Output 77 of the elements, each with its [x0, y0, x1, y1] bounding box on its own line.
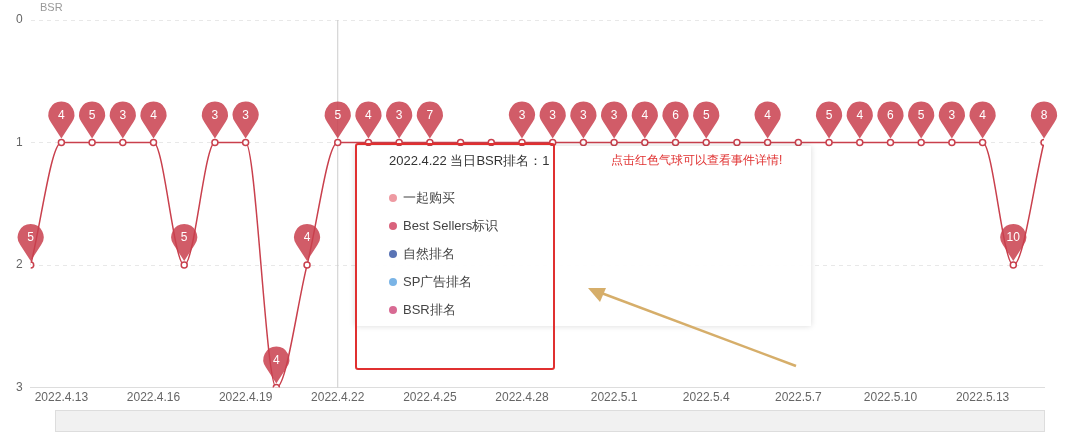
x-tick-label: 2022.5.4	[682, 390, 730, 405]
x-tick-label: 2022.5.1	[590, 390, 638, 405]
point	[579, 138, 588, 147]
annotation: 4	[856, 107, 864, 122]
annotation: 6	[672, 107, 680, 122]
point	[241, 138, 250, 147]
x-tick-label: 2022.5.10	[863, 390, 918, 405]
point	[702, 138, 710, 147]
annotation: 7	[426, 107, 434, 122]
point	[303, 261, 311, 269]
y-tick-label: 3	[15, 379, 23, 394]
y-tick-label: 2	[15, 257, 23, 272]
annotation: 点击红色气球可以查看事件详情!	[611, 152, 783, 169]
annotation: Best Sellers标识	[403, 217, 499, 235]
point	[856, 138, 864, 147]
point	[88, 138, 96, 147]
annotation: 4	[365, 107, 373, 122]
annotation: 3	[610, 107, 618, 122]
annotation: 4	[303, 230, 311, 245]
annotation: 2022.4.22 当日BSR排名：1	[389, 152, 550, 170]
point	[794, 138, 803, 147]
annotation: 5	[825, 107, 833, 122]
x-tick-label: 2022.4.25	[403, 390, 457, 405]
annotation: 3	[242, 107, 250, 122]
annotation: 5	[702, 107, 710, 122]
annotation: 8	[1040, 107, 1048, 122]
annotation: 10	[1006, 230, 1021, 245]
annotation: 3	[119, 107, 127, 122]
annotation: 5	[917, 107, 925, 122]
x-tick-label: 2022.4.13	[34, 390, 89, 405]
x-tick-label: 2022.4.28	[495, 390, 549, 405]
annotation: 3	[518, 107, 526, 122]
point	[149, 138, 158, 147]
point	[825, 138, 833, 147]
annotation: 6	[887, 107, 895, 122]
point	[886, 138, 895, 147]
point	[671, 138, 680, 147]
annotation: BSR排名	[403, 301, 456, 319]
annotation: 自然排名	[403, 245, 455, 263]
annotation: 3	[580, 107, 588, 122]
point	[978, 138, 987, 147]
annotation: 3	[395, 107, 403, 122]
x-tick-label: 2022.5.13	[955, 390, 1010, 405]
x-tick-label: 2022.4.22	[311, 390, 365, 405]
point	[180, 261, 188, 269]
y-tick-label: 1	[15, 134, 23, 149]
annotation: 5	[334, 107, 342, 122]
annotation: 4	[979, 107, 987, 122]
point	[763, 138, 772, 147]
annotation: 4	[641, 107, 649, 122]
annotation: 5	[27, 230, 35, 245]
point	[641, 138, 649, 147]
annotation: 3	[948, 107, 956, 122]
point	[1009, 261, 1018, 269]
annotation: 4	[150, 107, 158, 122]
annotation: 4	[764, 107, 772, 122]
point	[948, 138, 956, 147]
annotation: SP广告排名	[403, 273, 473, 291]
y-tick-label: 0	[15, 12, 23, 27]
annotation: 5	[180, 230, 188, 245]
x-tick-label: 2022.4.16	[126, 390, 181, 405]
annotation: 3	[549, 107, 557, 122]
annotation: 3	[211, 107, 219, 122]
point	[610, 138, 618, 147]
annotation: 一起购买	[403, 189, 455, 207]
annotation: 5	[88, 107, 96, 122]
x-tick-label: 2022.5.7	[774, 390, 823, 405]
y-axis-title: BSR	[40, 0, 63, 13]
point	[733, 138, 741, 147]
x-tick-label: 2022.4.19	[218, 390, 273, 405]
point	[119, 138, 127, 147]
point	[333, 138, 342, 147]
annotation: 4	[272, 352, 280, 367]
annotation: 4	[58, 107, 66, 122]
point	[917, 138, 925, 147]
point	[57, 138, 66, 147]
point	[211, 138, 219, 147]
